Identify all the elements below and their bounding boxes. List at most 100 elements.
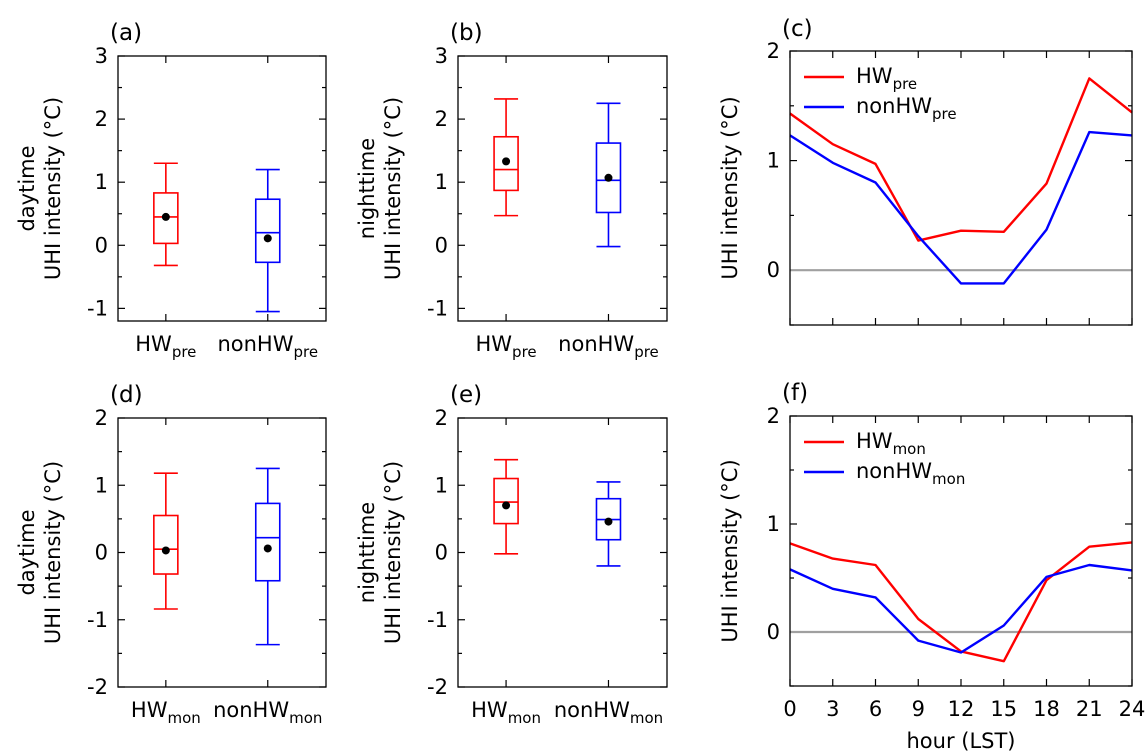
- x-tick-label: 18: [1033, 697, 1060, 721]
- y-tick-label: 1: [95, 170, 108, 194]
- mean-marker: [604, 173, 613, 182]
- category-label: nonHWmon: [213, 698, 322, 727]
- box-iqr: [254, 502, 281, 582]
- y-tick-label: 2: [95, 107, 108, 131]
- y-tick-label: 1: [767, 512, 780, 536]
- y-tick-label: 0: [767, 258, 780, 282]
- x-tick-label: 12: [948, 697, 975, 721]
- y-tick-label: 2: [767, 39, 780, 63]
- box-HW-mon: [153, 472, 179, 610]
- series-line: [789, 563, 1133, 654]
- y-tick-label: 1: [767, 149, 780, 173]
- y-tick-label: 1: [435, 170, 448, 194]
- y-tick-label: 0: [95, 233, 108, 257]
- x-tick-label: 9: [912, 697, 925, 721]
- panel-e: (e) -2 -1 0 1 2 nighttime UHI intensity (°C) HWm…: [355, 382, 668, 727]
- x-tick-label: 21: [1076, 697, 1103, 721]
- y-axis-label: UHI intensity (°C): [381, 461, 405, 644]
- mean-marker: [161, 546, 170, 555]
- box-iqr: [493, 135, 519, 192]
- y-axis-label: UHI intensity (°C): [718, 459, 742, 642]
- mean-marker: [263, 234, 272, 243]
- y-tick-label: 0: [767, 620, 780, 644]
- y-tick-label: 1: [435, 473, 448, 497]
- panel-b: (b) -1 0 1 2 3 nighttime UHI intensity (°C) HWpr…: [355, 20, 668, 361]
- box-nonHW-mon: [254, 467, 281, 646]
- y-axis-label: UHI intensity (°C): [41, 461, 65, 644]
- category-label: HWmon: [471, 698, 541, 727]
- panel-label: (e): [450, 382, 482, 408]
- y-tick-label: 3: [435, 44, 448, 68]
- y-axis-label: UHI intensity (°C): [41, 97, 65, 280]
- box-nonHW-pre: [595, 102, 622, 248]
- series-HW-pre: [789, 77, 1133, 242]
- category-label: HWpre: [135, 332, 196, 361]
- x-tick-label: 3: [826, 697, 839, 721]
- series-nonHW-pre: [789, 130, 1133, 285]
- y-axis-label: nighttime: [355, 138, 379, 239]
- y-axis-label: daytime: [15, 145, 39, 231]
- y-tick-label: -2: [87, 675, 108, 699]
- box-nonHW-pre: [254, 168, 281, 313]
- mean-marker: [502, 157, 511, 166]
- box-nonHW-mon: [595, 481, 622, 567]
- category-label: HWpre: [475, 332, 536, 361]
- plot-frame: [457, 417, 668, 688]
- y-tick-label: -1: [87, 296, 108, 320]
- panel-label: (c): [782, 16, 813, 42]
- mean-marker: [161, 212, 170, 221]
- series-line: [789, 130, 1133, 285]
- legend-label: nonHWpre: [856, 94, 957, 123]
- panel-label: (b): [450, 20, 483, 46]
- mean-marker: [263, 544, 272, 553]
- x-axis-label: hour (LST): [906, 729, 1015, 753]
- legend-label: HWpre: [856, 64, 917, 93]
- y-tick-label: 3: [95, 44, 108, 68]
- box-HW-mon: [493, 458, 519, 555]
- panel-label: (d): [110, 382, 143, 408]
- panel-a: (a) -1 0 1 2 3 daytime UHI intensity (°C) HWpre n…: [15, 20, 327, 361]
- y-tick-label: 0: [435, 541, 448, 565]
- plot-frame: [117, 55, 327, 322]
- category-label: nonHWmon: [554, 698, 663, 727]
- y-tick-label: 2: [435, 107, 448, 131]
- series-nonHW-mon: [789, 563, 1133, 654]
- series-line: [789, 541, 1133, 663]
- box-HW-pre: [153, 162, 179, 267]
- category-label: nonHWpre: [558, 332, 659, 361]
- plot-frame: [457, 55, 668, 322]
- y-tick-label: -1: [427, 608, 448, 632]
- y-axis-label: UHI intensity (°C): [381, 97, 405, 280]
- y-tick-label: 1: [95, 473, 108, 497]
- y-tick-label: 0: [435, 233, 448, 257]
- x-tick-label: 24: [1119, 697, 1146, 721]
- box-iqr: [595, 142, 622, 214]
- panel-label: (a): [110, 20, 142, 46]
- y-tick-label: 2: [95, 406, 108, 430]
- series-HW-mon: [789, 541, 1133, 663]
- y-axis-label: UHI intensity (°C): [718, 96, 742, 279]
- panel-label: (f): [782, 380, 808, 406]
- legend-label: HWmon: [856, 429, 926, 458]
- category-label: nonHWpre: [217, 332, 318, 361]
- series-line: [789, 77, 1133, 242]
- box-iqr: [153, 514, 179, 575]
- y-tick-label: -1: [87, 608, 108, 632]
- y-tick-label: -1: [427, 296, 448, 320]
- x-tick-label: 6: [869, 697, 882, 721]
- y-tick-label: 2: [435, 406, 448, 430]
- y-tick-label: 0: [95, 541, 108, 565]
- y-tick-label: 2: [767, 404, 780, 428]
- box-HW-pre: [493, 98, 519, 217]
- y-tick-label: -2: [427, 675, 448, 699]
- y-axis-label: daytime: [15, 509, 39, 595]
- category-label: HWmon: [131, 698, 201, 727]
- box-iqr: [254, 198, 281, 264]
- box-iqr: [493, 477, 519, 525]
- x-tick-label: 0: [783, 697, 796, 721]
